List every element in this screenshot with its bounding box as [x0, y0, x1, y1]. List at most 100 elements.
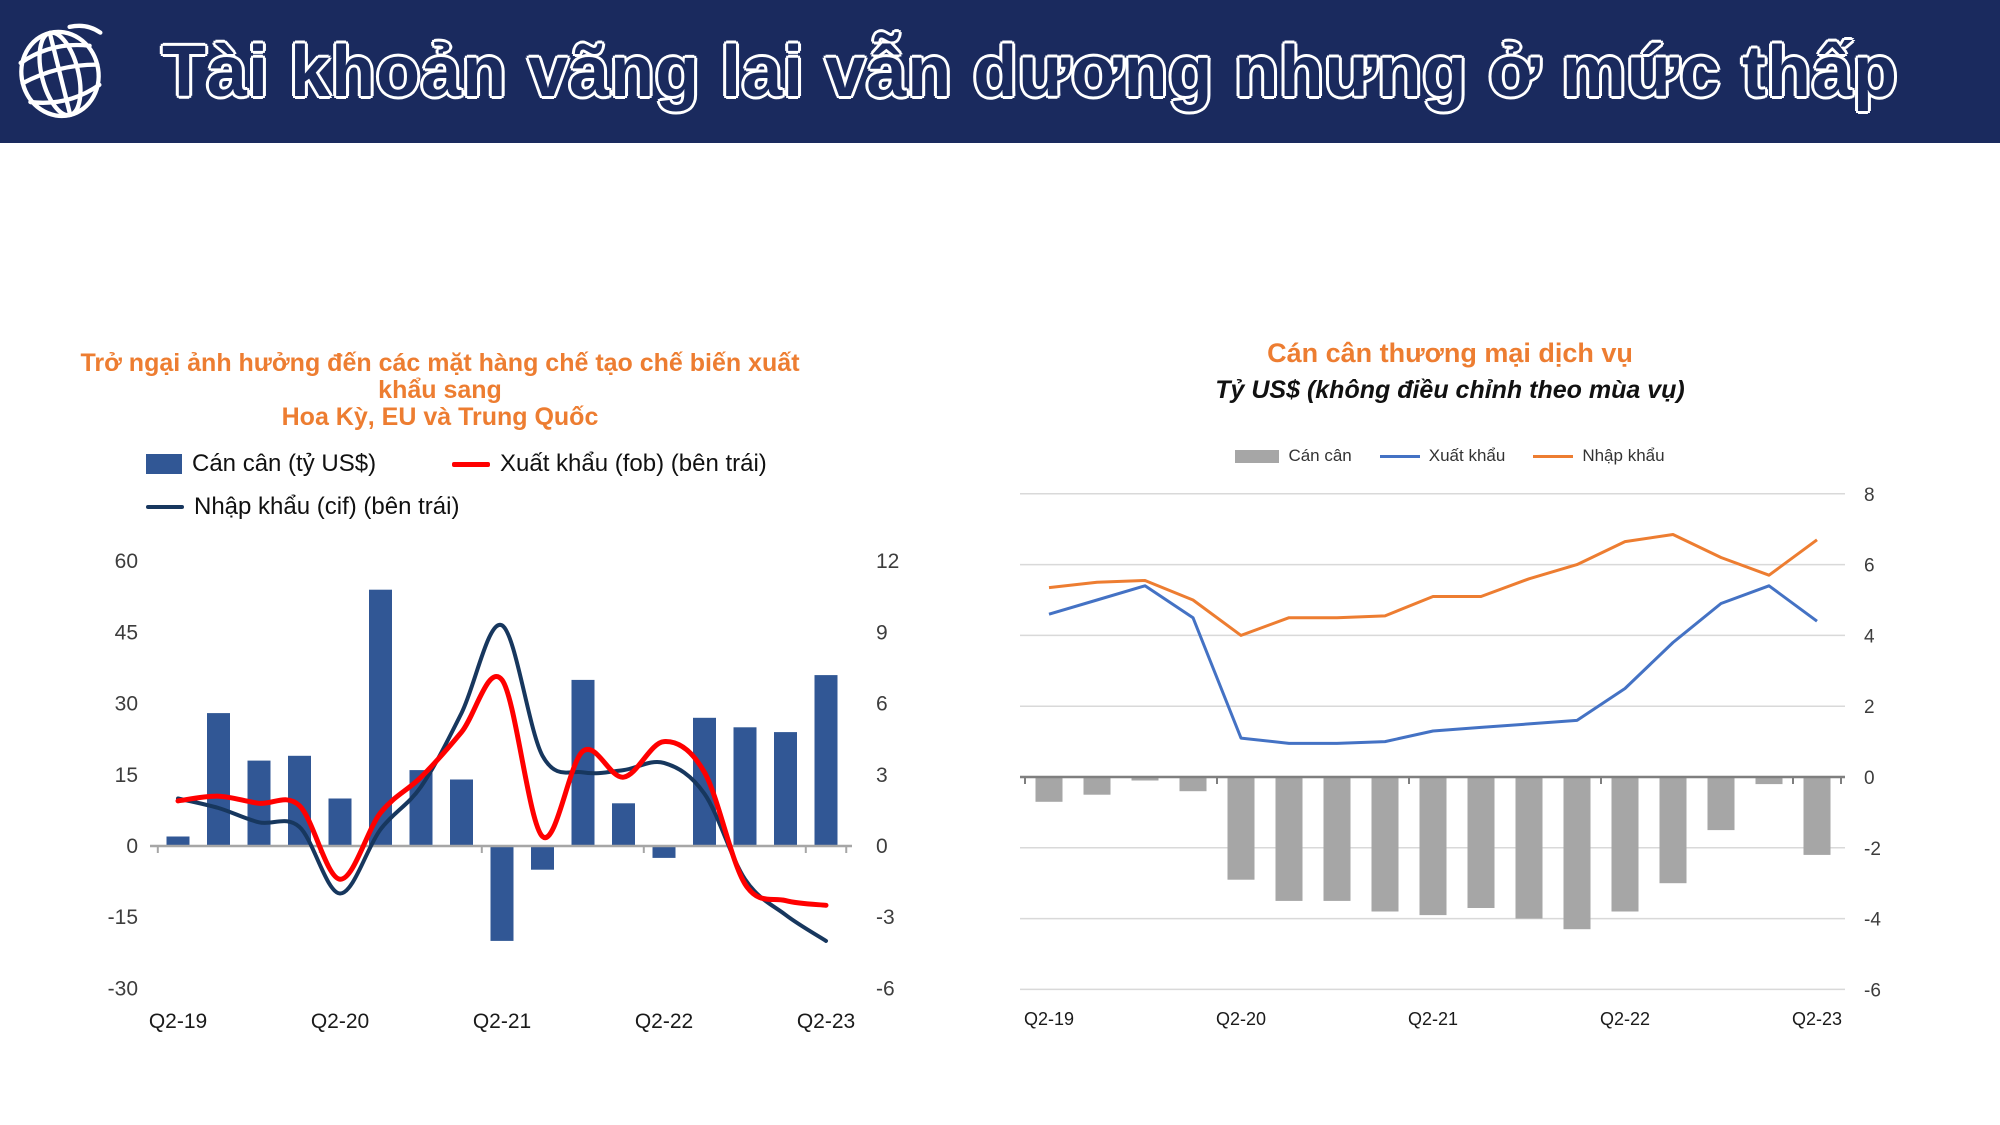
svg-text:0: 0	[876, 835, 888, 858]
legend-item-import: Nhập khẩu (cif) (bên trái)	[146, 493, 459, 521]
legend-label-services-import: Nhập khẩu	[1582, 446, 1665, 465]
services-trade-chart: 8 6 4 2 0 -2 -4 -6 Q2-19 Q2-20 Q2-21 Q2-22 Q2-23	[1020, 485, 1881, 1029]
legend-label-import: Nhập khẩu (cif) (bên trái)	[194, 493, 460, 520]
right-axis-labels: 12 9 6 3 0 -3 -6	[876, 550, 899, 1000]
services-chart-subtitle: Tỷ US$ (không điều chỉnh theo mùa vụ)	[1215, 376, 1685, 404]
bar-Q3-22	[1659, 777, 1687, 884]
svg-text:-4: -4	[1864, 910, 1881, 931]
bar-Q3-19	[207, 713, 230, 846]
bar-Q2-20	[1227, 777, 1255, 880]
svg-text:Q2-20: Q2-20	[311, 1010, 369, 1033]
svg-text:0: 0	[126, 835, 138, 858]
bar-Q3-21	[531, 846, 554, 870]
legend-item-services-balance: Cán cân	[1235, 446, 1352, 466]
page-title: Tài khoản vãng lai vẫn dương nhưng ở mức…	[162, 31, 1898, 112]
goods-chart-title-line1: Trở ngại ảnh hưởng đến các mặt hàng chế …	[80, 349, 800, 404]
gridlines	[1020, 493, 1845, 991]
bar-Q4-22	[733, 727, 757, 846]
goods-chart-title: Trở ngại ảnh hưởng đến các mặt hàng chế …	[60, 350, 820, 431]
services-balance-swatch	[1235, 449, 1280, 463]
svg-text:0: 0	[1864, 768, 1875, 789]
svg-text:-15: -15	[108, 906, 138, 929]
bar-Q2-19	[1035, 777, 1063, 802]
bar-Q2-19	[166, 836, 190, 846]
bar-Q4-19	[1131, 777, 1159, 781]
legend-label-balance: Cán cân (tỷ US$)	[192, 450, 377, 477]
bar-Q4-20	[409, 770, 433, 846]
svg-text:60: 60	[115, 550, 138, 573]
balance-swatch	[146, 454, 182, 474]
bar-Q2-20	[328, 798, 352, 846]
svg-text:4: 4	[1864, 626, 1875, 647]
header-banner: Tài khoản vãng lai vẫn dương nhưng ở mức…	[0, 0, 2000, 143]
bar-Q4-22	[1707, 777, 1735, 831]
svg-text:8: 8	[1864, 485, 1875, 506]
svg-text:Q2-21: Q2-21	[473, 1010, 531, 1033]
svg-text:45: 45	[115, 621, 138, 644]
bar-Q3-20	[369, 589, 392, 846]
bar-Q1-21	[450, 779, 473, 846]
legend-item-services-import: Nhập khẩu	[1533, 446, 1665, 466]
svg-text:Q2-22: Q2-22	[1600, 1009, 1650, 1029]
goods-chart-title-line2: Hoa Kỳ, EU và Trung Quốc	[281, 403, 599, 431]
services-x-axis-labels: Q2-19 Q2-20 Q2-21 Q2-22 Q2-23	[1024, 1009, 1842, 1029]
bar-Q1-21	[1371, 777, 1399, 912]
services-chart-legend: Cán cân Xuất khẩu Nhập khẩu	[1000, 446, 1900, 466]
svg-text:Q2-19: Q2-19	[149, 1010, 207, 1033]
svg-text:9: 9	[876, 621, 888, 644]
bar-Q3-21	[1467, 777, 1495, 908]
svg-text:6: 6	[876, 693, 888, 716]
svg-text:Q2-22: Q2-22	[635, 1010, 693, 1033]
svg-text:Q2-23: Q2-23	[1792, 1009, 1842, 1029]
import-line	[176, 623, 828, 943]
export-line-swatch	[452, 461, 490, 467]
bar-Q2-22	[652, 846, 676, 858]
import-line-swatch	[146, 505, 184, 509]
svg-text:-2: -2	[1864, 839, 1881, 860]
svg-text:30: 30	[115, 693, 138, 716]
bar-Q1-22	[1563, 777, 1591, 930]
bar-Q2-21	[490, 846, 514, 941]
svg-text:3: 3	[876, 764, 888, 787]
bar-Q4-20	[1323, 777, 1351, 901]
legend-item-services-export: Xuất khẩu	[1379, 446, 1505, 466]
bar-Q3-19	[1083, 777, 1111, 795]
services-axis-labels: 8 6 4 2 0 -2 -4 -6	[1864, 485, 1881, 1002]
bar-Q1-22	[612, 803, 635, 846]
bar-Q2-23	[814, 675, 838, 846]
world-bank-logo	[0, 19, 120, 125]
bar-Q1-23	[774, 732, 797, 846]
svg-text:15: 15	[115, 764, 138, 787]
world-bank-globe-icon	[18, 23, 103, 118]
svg-text:-3: -3	[876, 906, 895, 929]
svg-text:-30: -30	[108, 977, 138, 1000]
svg-text:Q2-21: Q2-21	[1408, 1009, 1458, 1029]
bar-Q3-20	[1275, 777, 1303, 901]
bar-Q4-21	[1515, 777, 1543, 919]
bar-Q2-21	[1419, 777, 1447, 916]
services-import-line	[1048, 533, 1818, 637]
bar-Q4-21	[571, 679, 595, 846]
services-chart-title: Cán cân thương mại dịch vụ	[1267, 338, 1633, 368]
svg-text:-6: -6	[1864, 980, 1881, 1001]
svg-text:2: 2	[1864, 697, 1875, 718]
services-balance-bars	[1035, 777, 1831, 930]
export-line	[175, 674, 829, 908]
services-import-line-swatch	[1533, 454, 1574, 458]
svg-text:12: 12	[876, 550, 899, 573]
svg-text:Q2-19: Q2-19	[1024, 1009, 1074, 1029]
svg-text:Q2-20: Q2-20	[1216, 1009, 1266, 1029]
legend-label-services-balance: Cán cân	[1288, 446, 1352, 465]
svg-text:-6: -6	[876, 977, 895, 1000]
services-export-line	[1048, 584, 1818, 745]
bar-Q2-22	[1611, 777, 1639, 912]
bar-Q3-22	[693, 717, 716, 846]
services-export-line-swatch	[1379, 454, 1420, 458]
legend-item-export: Xuất khẩu (fob) (bên trái)	[452, 450, 767, 478]
balance-bars	[166, 589, 838, 941]
legend-label-export: Xuất khẩu (fob) (bên trái)	[500, 450, 767, 477]
svg-text:Q2-23: Q2-23	[797, 1010, 855, 1033]
x-axis-labels: Q2-19 Q2-20 Q2-21 Q2-22 Q2-23	[149, 1010, 855, 1033]
